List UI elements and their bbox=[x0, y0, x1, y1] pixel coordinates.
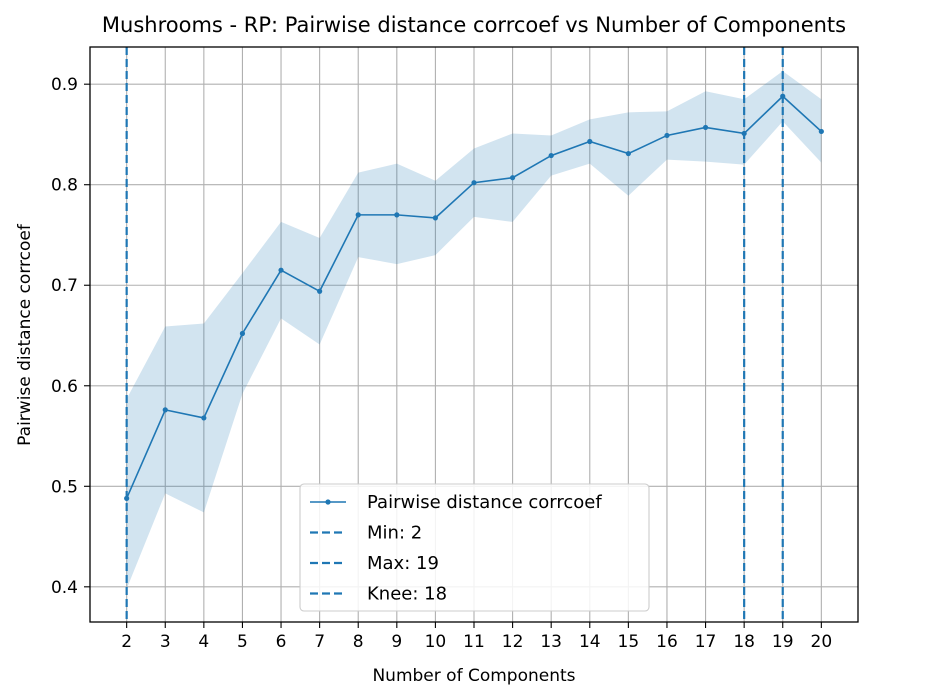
legend-marker-swatch bbox=[325, 499, 331, 505]
x-tick-label: 7 bbox=[314, 632, 325, 652]
data-point bbox=[394, 212, 400, 218]
x-tick-label: 14 bbox=[579, 632, 601, 652]
series-lines bbox=[124, 93, 824, 501]
x-tick-label: 20 bbox=[811, 632, 833, 652]
x-tick-label: 5 bbox=[237, 632, 248, 652]
x-tick-label: 8 bbox=[353, 632, 364, 652]
legend-label: Pairwise distance corrcoef bbox=[367, 492, 602, 513]
x-tick-label: 16 bbox=[656, 632, 678, 652]
y-tick-label: 0.6 bbox=[51, 377, 78, 397]
data-point bbox=[355, 212, 361, 218]
confidence-band-area bbox=[126, 71, 822, 589]
data-point bbox=[664, 132, 670, 139]
x-tick-label: 12 bbox=[502, 632, 524, 652]
legend: Pairwise distance corrcoef Min: 2 Max: 19 K… bbox=[299, 483, 650, 612]
x-tick-label: 13 bbox=[540, 632, 562, 652]
legend-box bbox=[299, 483, 650, 612]
y-axis-ticks: 0.4 0.5 0.6 0.7 0.8 0.9 bbox=[51, 75, 90, 598]
x-tick-label: 6 bbox=[276, 632, 287, 652]
data-point bbox=[278, 267, 284, 273]
data-point bbox=[239, 330, 246, 337]
legend-label: Max: 19 bbox=[367, 553, 439, 574]
x-tick-label: 19 bbox=[772, 632, 794, 652]
x-axis-ticks: 2 3 4 5 6 7 8 9 10 11 12 13 14 15 16 17 18 19 20 bbox=[121, 622, 832, 652]
x-tick-label: 18 bbox=[733, 632, 755, 652]
x-tick-label: 2 bbox=[121, 632, 132, 652]
x-tick-label: 15 bbox=[618, 632, 640, 652]
confidence-band bbox=[126, 71, 822, 589]
chart-title: Mushrooms - RP: Pairwise distance corrco… bbox=[102, 13, 846, 37]
x-tick-label: 9 bbox=[391, 632, 402, 652]
x-axis-label: Number of Components bbox=[372, 666, 575, 686]
y-tick-label: 0.8 bbox=[51, 176, 78, 196]
data-point bbox=[818, 128, 824, 135]
x-tick-label: 17 bbox=[695, 632, 717, 652]
x-tick-label: 3 bbox=[160, 632, 171, 652]
data-point bbox=[317, 288, 323, 294]
x-tick-label: 10 bbox=[425, 632, 447, 652]
x-tick-label: 4 bbox=[198, 632, 209, 652]
legend-label: Knee: 18 bbox=[367, 584, 447, 605]
data-point bbox=[201, 415, 207, 421]
data-point bbox=[548, 152, 554, 159]
y-tick-label: 0.5 bbox=[51, 477, 78, 497]
data-point bbox=[162, 407, 168, 413]
data-point bbox=[702, 124, 709, 131]
data-point bbox=[587, 138, 593, 145]
y-tick-label: 0.4 bbox=[51, 578, 78, 598]
data-point bbox=[625, 150, 631, 157]
x-tick-label: 11 bbox=[463, 632, 485, 652]
data-point bbox=[471, 180, 477, 186]
data-point bbox=[509, 175, 516, 181]
y-tick-label: 0.9 bbox=[51, 75, 78, 95]
y-axis-label: Pairwise distance corrcoef bbox=[15, 223, 35, 446]
legend-label: Min: 2 bbox=[367, 523, 422, 544]
data-point bbox=[432, 215, 439, 221]
y-tick-label: 0.7 bbox=[51, 276, 78, 296]
